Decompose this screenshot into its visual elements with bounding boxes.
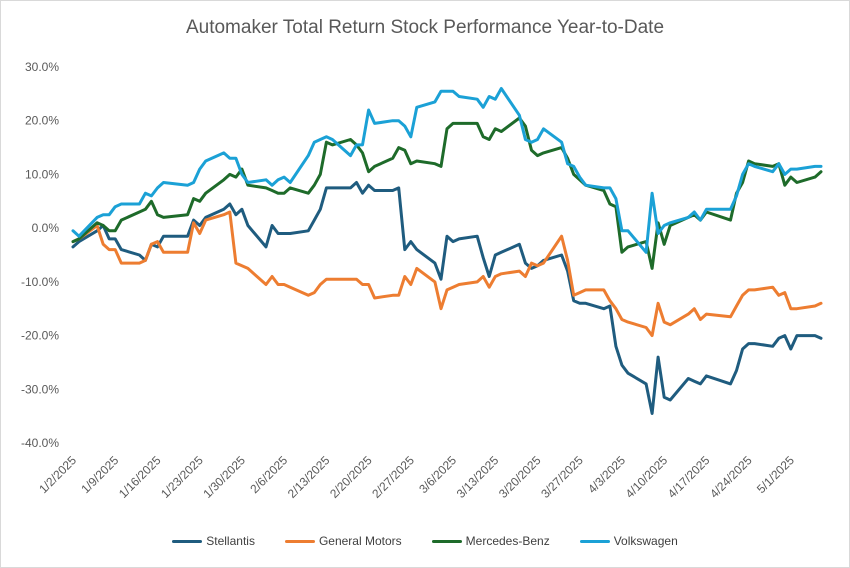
legend-swatch	[431, 539, 462, 543]
y-tick-label: -40.0%	[21, 436, 59, 450]
x-tick-label: 4/17/2025	[665, 453, 713, 501]
y-tick-label: 10.0%	[25, 167, 59, 181]
x-tick-label: 4/24/2025	[707, 453, 755, 501]
chart-legend: Stellantis General Motors Mercedes-Benz Vol…	[1, 534, 849, 548]
x-tick-label: 1/16/2025	[116, 453, 164, 501]
legend-item: Volkswagen	[579, 534, 678, 548]
y-tick-label: -30.0%	[21, 382, 59, 396]
x-tick-label: 1/2/2025	[36, 453, 79, 496]
x-tick-label: 3/13/2025	[454, 453, 502, 501]
x-tick-label: 2/20/2025	[327, 453, 375, 501]
legend-label: Mercedes-Benz	[465, 534, 550, 548]
chart-title: Automaker Total Return Stock Performance…	[185, 17, 665, 38]
series-line-stellantis	[71, 181, 823, 415]
x-tick-label: 2/6/2025	[247, 453, 290, 496]
x-tick-label: 4/10/2025	[623, 453, 671, 501]
y-tick-label: 30.0%	[25, 60, 59, 74]
legend-label: General Motors	[318, 534, 402, 548]
x-tick-label: 3/6/2025	[416, 453, 459, 496]
series-line-volkswagen	[71, 87, 823, 254]
series-line-general-motors	[71, 210, 823, 338]
x-tick-label: 3/27/2025	[538, 453, 586, 501]
legend-swatch	[284, 539, 315, 543]
y-tick-label: 20.0%	[25, 114, 59, 128]
y-tick-label: 0.0%	[32, 221, 60, 235]
x-tick-label: 5/1/2025	[754, 453, 797, 496]
legend-swatch	[579, 539, 610, 543]
legend-label: Volkswagen	[613, 534, 678, 548]
legend-item: Stellantis	[172, 534, 255, 548]
legend-swatch	[172, 539, 203, 543]
x-tick-label: 1/30/2025	[200, 453, 248, 501]
legend-item: Mercedes-Benz	[431, 534, 550, 548]
legend-label: Stellantis	[206, 534, 255, 548]
x-tick-label: 1/23/2025	[158, 453, 206, 501]
x-tick-label: 1/9/2025	[78, 453, 121, 496]
x-tick-label: 3/20/2025	[496, 453, 544, 501]
x-tick-label: 2/13/2025	[285, 453, 333, 501]
y-tick-label: -20.0%	[21, 329, 59, 343]
x-tick-label: 4/3/2025	[585, 453, 628, 496]
y-tick-label: -10.0%	[21, 275, 59, 289]
x-tick-label: 2/27/2025	[369, 453, 417, 501]
legend-item: General Motors	[284, 534, 402, 548]
